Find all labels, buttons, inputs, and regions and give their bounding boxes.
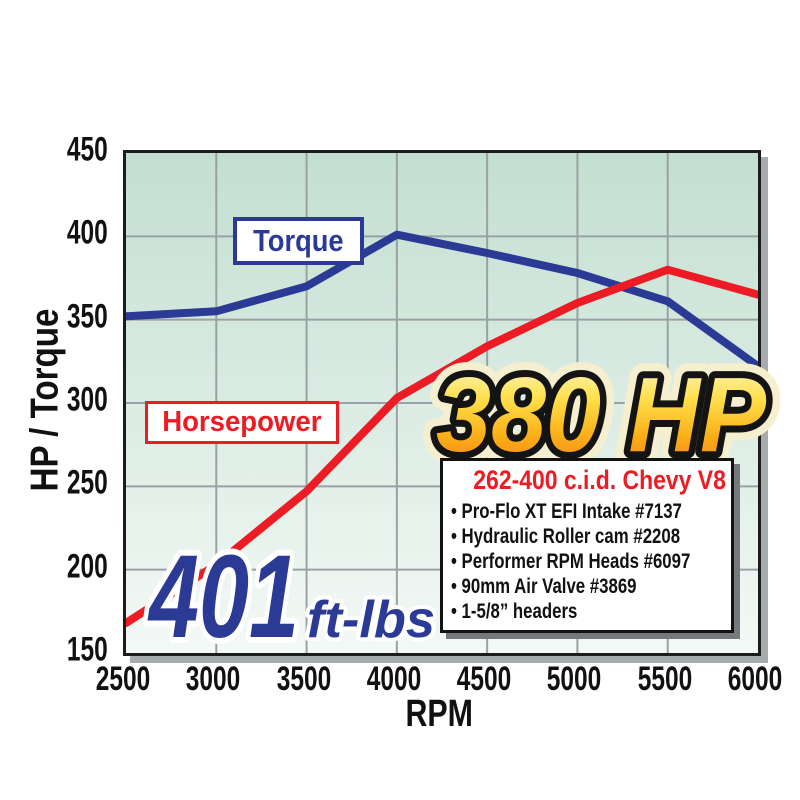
- torque-peak-callout: 401 401 ft-lbs ft-lbs: [141, 525, 439, 669]
- x-tick-text: 3500: [276, 660, 331, 698]
- spec-item: Pro-Flo XT EFI Intake #7137: [451, 499, 682, 524]
- torque-label: Torque: [253, 223, 344, 258]
- y-tick-text: 350: [67, 297, 108, 336]
- y-tick-label: 400: [51, 214, 108, 253]
- torque-label-box: Torque: [233, 217, 364, 265]
- y-tick-label: 300: [51, 381, 108, 420]
- x-tick-text: 3000: [186, 660, 241, 698]
- y-tick-label: 150: [51, 631, 108, 670]
- engine-spec-title: 262-400 c.i.d. Chevy V8: [473, 465, 726, 495]
- y-tick-label: 250: [51, 464, 108, 503]
- torque-peak-value: 401: [147, 531, 299, 663]
- x-tick-text: 5000: [547, 660, 602, 698]
- spec-item: 90mm Air Valve #3869: [451, 574, 669, 599]
- y-tick-text: 150: [67, 630, 108, 669]
- x-tick-text: 4500: [456, 660, 512, 698]
- x-tick-text: 5500: [637, 660, 692, 698]
- y-tick-label: 450: [51, 131, 108, 170]
- torque-peak-unit: ft-lbs: [307, 591, 435, 649]
- engine-spec-box: 262-400 c.i.d. Chevy V8 Pro-Flo XT EFI I…: [440, 458, 734, 633]
- x-tick-text: 6000: [727, 660, 783, 698]
- x-tick-text: 4000: [366, 660, 422, 698]
- y-tick-label: 200: [51, 547, 108, 586]
- y-tick-text: 450: [67, 130, 108, 169]
- hp-peak-text: 380 HP: [436, 356, 766, 474]
- torque-peak-value-halo: 401: [147, 531, 299, 663]
- x-tick-label: 3000: [175, 660, 251, 699]
- horsepower-curve: [126, 265, 758, 627]
- y-tick-text: 400: [67, 213, 108, 252]
- horsepower-label: Horsepower: [162, 406, 322, 438]
- x-tick-label: 2500: [85, 660, 161, 699]
- y-tick-text: 200: [67, 547, 108, 586]
- torque-curve: [126, 230, 758, 371]
- y-tick-text: 300: [67, 380, 108, 419]
- torque-peak-unit-halo: ft-lbs: [307, 591, 435, 649]
- y-tick-label: 350: [51, 297, 108, 336]
- x-tick-label: 6000: [717, 660, 793, 699]
- x-tick-label: 3500: [266, 660, 342, 699]
- x-tick-text: 2500: [95, 660, 151, 698]
- x-tick-label: 5500: [627, 660, 703, 699]
- spec-item: Performer RPM Heads #6097: [451, 549, 691, 574]
- spec-item: 1-5/8” headers: [451, 599, 669, 624]
- x-tick-label: 4500: [446, 660, 522, 699]
- engine-spec-list: Pro-Flo XT EFI Intake #7137Hydraulic Rol…: [451, 499, 723, 624]
- horsepower-label-box: Horsepower: [145, 401, 339, 444]
- spec-item: Hydraulic Roller cam #2208: [451, 524, 681, 549]
- x-axis-title-wrap: RPM: [123, 693, 755, 736]
- x-axis-title: RPM: [405, 693, 473, 735]
- x-tick-label: 4000: [356, 660, 432, 699]
- x-tick-label: 5000: [537, 660, 613, 699]
- y-tick-text: 250: [67, 463, 108, 502]
